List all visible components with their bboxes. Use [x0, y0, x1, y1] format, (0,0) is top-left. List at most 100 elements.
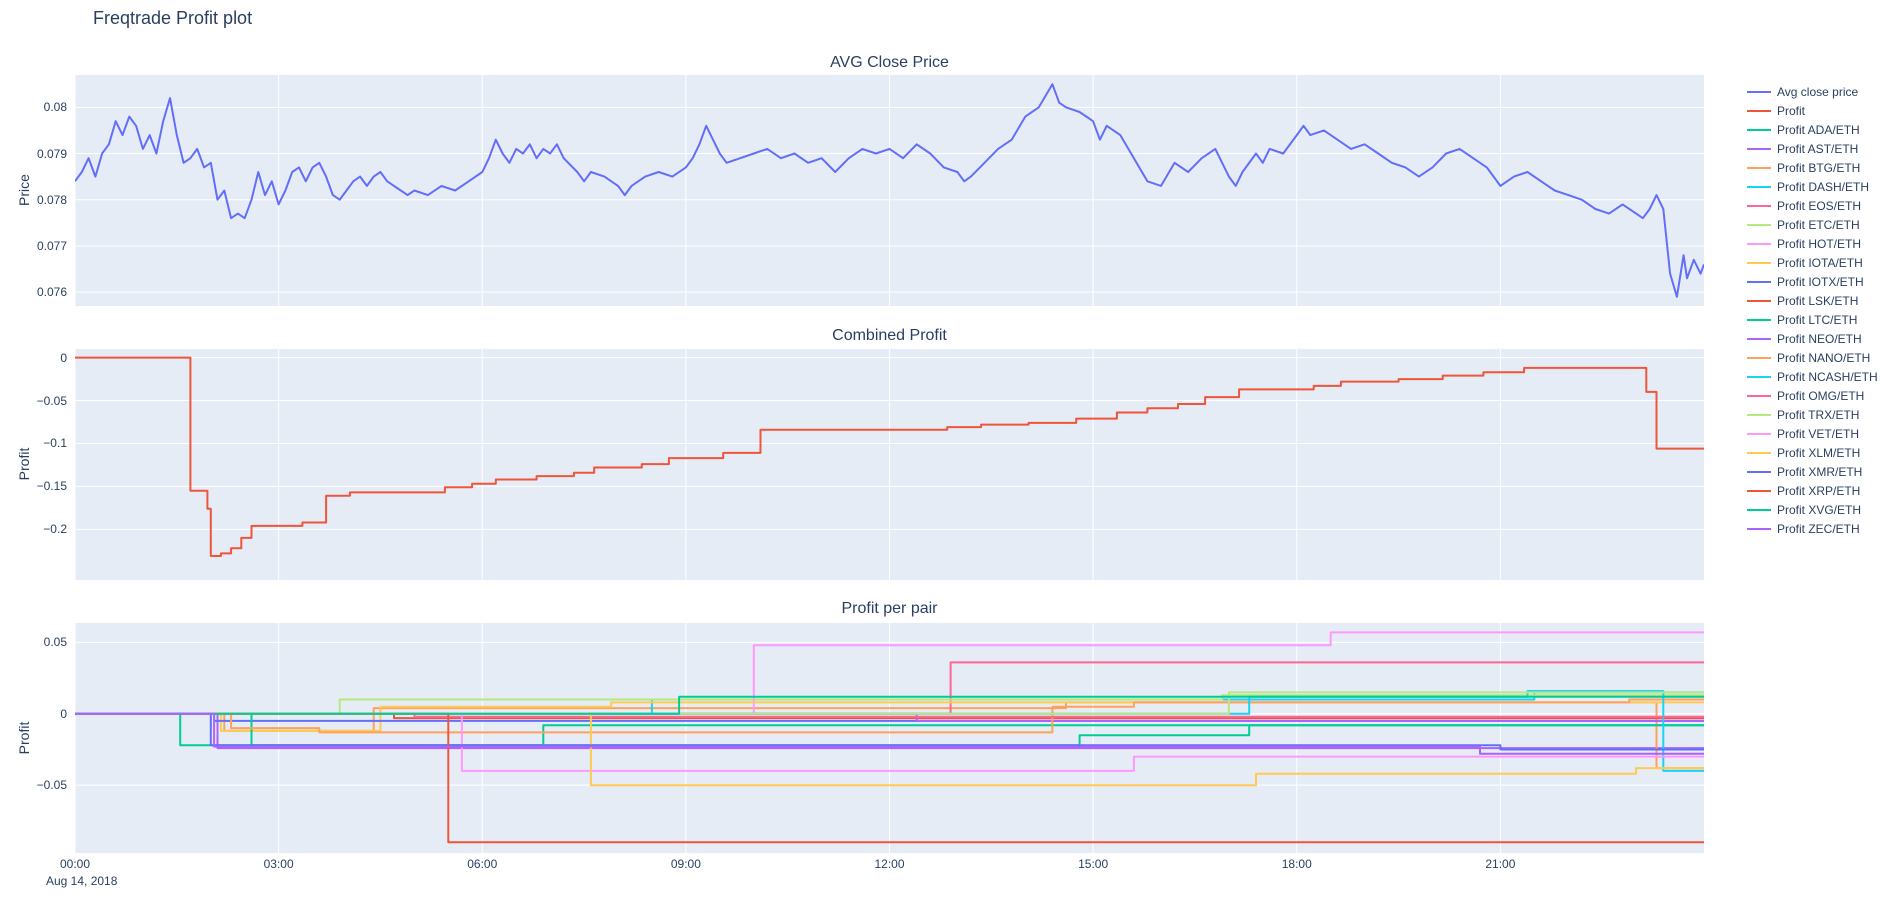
- legend: Avg close price Profit Profit ADA/ETH Profi…: [1747, 82, 1878, 538]
- legend-line-swatch: [1747, 489, 1771, 492]
- x-tick-label: 15:00: [1078, 857, 1109, 871]
- y-tick-label: −0.15: [36, 479, 67, 494]
- series-profit: [75, 356, 1704, 557]
- legend-item-profit-etc-eth[interactable]: Profit ETC/ETH: [1747, 215, 1878, 234]
- legend-item-profit-omg-eth[interactable]: Profit OMG/ETH: [1747, 386, 1878, 405]
- legend-item-label: Profit EOS/ETH: [1777, 198, 1862, 213]
- legend-item-profit-ast-eth[interactable]: Profit AST/ETH: [1747, 139, 1878, 158]
- legend-line-swatch: [1747, 204, 1771, 207]
- legend-line-swatch: [1747, 185, 1771, 188]
- y-tick-label: 0.078: [36, 192, 67, 207]
- legend-item-profit-ncash-eth[interactable]: Profit NCASH/ETH: [1747, 367, 1878, 386]
- legend-item-profit-dash-eth[interactable]: Profit DASH/ETH: [1747, 177, 1878, 196]
- series-avg-close-price: [75, 83, 1704, 298]
- legend-line-swatch: [1747, 451, 1771, 454]
- legend-line-swatch: [1747, 470, 1771, 473]
- page-title: Freqtrade Profit plot: [93, 8, 253, 28]
- legend-item-profit-xmr-eth[interactable]: Profit XMR/ETH: [1747, 462, 1878, 481]
- legend-item-profit-vet-eth[interactable]: Profit VET/ETH: [1747, 424, 1878, 443]
- series-profit-xvg-eth: [75, 695, 1704, 715]
- legend-item-label: Profit ZEC/ETH: [1777, 521, 1860, 536]
- legend-item-label: Profit NEO/ETH: [1777, 331, 1862, 346]
- legend-line-swatch: [1747, 90, 1771, 93]
- legend-line-swatch: [1747, 166, 1771, 169]
- y-axis-title-profit-2: Profit: [16, 721, 32, 755]
- legend-item-label: Profit XRP/ETH: [1777, 483, 1861, 498]
- legend-line-swatch: [1747, 375, 1771, 378]
- legend-line-swatch: [1747, 508, 1771, 511]
- legend-item-label: Profit XLM/ETH: [1777, 445, 1861, 460]
- y-axis-title-profit-1: Profit: [16, 447, 32, 481]
- legend-line-swatch: [1747, 109, 1771, 112]
- y-tick-label: 0.076: [36, 285, 67, 300]
- y-tick-label: −0.2: [43, 522, 67, 537]
- subplot-title-combined-profit: Combined Profit: [832, 327, 947, 344]
- legend-item-profit[interactable]: Profit: [1747, 101, 1878, 120]
- legend-line-swatch: [1747, 527, 1771, 530]
- x-tick-label: 03:00: [263, 857, 294, 871]
- legend-item-profit-btg-eth[interactable]: Profit BTG/ETH: [1747, 158, 1878, 177]
- x-tick-label: 18:00: [1281, 857, 1312, 871]
- y-tick-label: 0.05: [43, 635, 67, 650]
- legend-item-profit-eos-eth[interactable]: Profit EOS/ETH: [1747, 196, 1878, 215]
- legend-item-label: Profit OMG/ETH: [1777, 388, 1865, 403]
- series-profit-zec-eth: [75, 712, 1704, 755]
- legend-line-swatch: [1747, 394, 1771, 397]
- legend-line-swatch: [1747, 318, 1771, 321]
- legend-item-label: Profit HOT/ETH: [1777, 236, 1862, 251]
- x-tick-label: 09:00: [670, 857, 701, 871]
- legend-item-profit-xvg-eth[interactable]: Profit XVG/ETH: [1747, 500, 1878, 519]
- legend-item-label: Profit LSK/ETH: [1777, 293, 1859, 308]
- series-profit-btg-eth: [75, 701, 1704, 770]
- x-axis-date-label: Aug 14, 2018: [46, 874, 118, 888]
- avg-close-price-plot[interactable]: [75, 75, 1704, 306]
- profit-per-pair-plot[interactable]: [75, 623, 1704, 853]
- legend-item-profit-ltc-eth[interactable]: Profit LTC/ETH: [1747, 310, 1878, 329]
- y-tick-label: 0.08: [43, 100, 67, 115]
- legend-item-label: Profit XVG/ETH: [1777, 502, 1862, 517]
- legend-item-label: Profit LTC/ETH: [1777, 312, 1858, 327]
- legend-item-label: Profit DASH/ETH: [1777, 179, 1870, 194]
- legend-item-profit-xlm-eth[interactable]: Profit XLM/ETH: [1747, 443, 1878, 462]
- legend-item-label: Profit TRX/ETH: [1777, 407, 1860, 422]
- legend-item-profit-xrp-eth[interactable]: Profit XRP/ETH: [1747, 481, 1878, 500]
- legend-line-swatch: [1747, 128, 1771, 131]
- legend-line-swatch: [1747, 356, 1771, 359]
- legend-item-label: Profit XMR/ETH: [1777, 464, 1863, 479]
- subplot-title-avg-close-price: AVG Close Price: [830, 54, 949, 71]
- series-profit-iota-eth: [75, 701, 1704, 732]
- y-tick-label: 0.079: [36, 146, 67, 161]
- legend-item-profit-hot-eth[interactable]: Profit HOT/ETH: [1747, 234, 1878, 253]
- legend-item-label: Profit ETC/ETH: [1777, 217, 1860, 232]
- legend-line-swatch: [1747, 299, 1771, 302]
- legend-item-label: Profit NANO/ETH: [1777, 350, 1871, 365]
- legend-item-label: Profit: [1777, 103, 1806, 118]
- y-tick-label: 0.077: [36, 238, 67, 253]
- legend-line-swatch: [1747, 337, 1771, 340]
- legend-line-swatch: [1747, 432, 1771, 435]
- legend-item-profit-ada-eth[interactable]: Profit ADA/ETH: [1747, 120, 1878, 139]
- legend-item-profit-trx-eth[interactable]: Profit TRX/ETH: [1747, 405, 1878, 424]
- legend-line-swatch: [1747, 223, 1771, 226]
- legend-line-swatch: [1747, 147, 1771, 150]
- legend-item-profit-nano-eth[interactable]: Profit NANO/ETH: [1747, 348, 1878, 367]
- x-tick-label: 12:00: [874, 857, 905, 871]
- legend-item-profit-zec-eth[interactable]: Profit ZEC/ETH: [1747, 519, 1878, 538]
- series-profit-nano-eth: [75, 698, 1704, 734]
- legend-item-profit-iota-eth[interactable]: Profit IOTA/ETH: [1747, 253, 1878, 272]
- x-tick-label: 21:00: [1485, 857, 1516, 871]
- legend-item-label: Avg close price: [1777, 84, 1859, 99]
- legend-item-profit-iotx-eth[interactable]: Profit IOTX/ETH: [1747, 272, 1878, 291]
- legend-item-avg-close-price[interactable]: Avg close price: [1747, 82, 1878, 101]
- y-tick-label: 0: [60, 706, 67, 721]
- x-tick-label: 06:00: [467, 857, 498, 871]
- subplot-title-profit-per-pair: Profit per pair: [841, 600, 938, 617]
- legend-line-swatch: [1747, 413, 1771, 416]
- legend-item-label: Profit VET/ETH: [1777, 426, 1860, 441]
- legend-item-profit-neo-eth[interactable]: Profit NEO/ETH: [1747, 329, 1878, 348]
- combined-profit-plot[interactable]: [75, 349, 1704, 580]
- legend-item-label: Profit AST/ETH: [1777, 141, 1859, 156]
- legend-item-profit-lsk-eth[interactable]: Profit LSK/ETH: [1747, 291, 1878, 310]
- series-profit-xlm-eth: [75, 712, 1704, 787]
- y-tick-label: −0.05: [36, 778, 67, 793]
